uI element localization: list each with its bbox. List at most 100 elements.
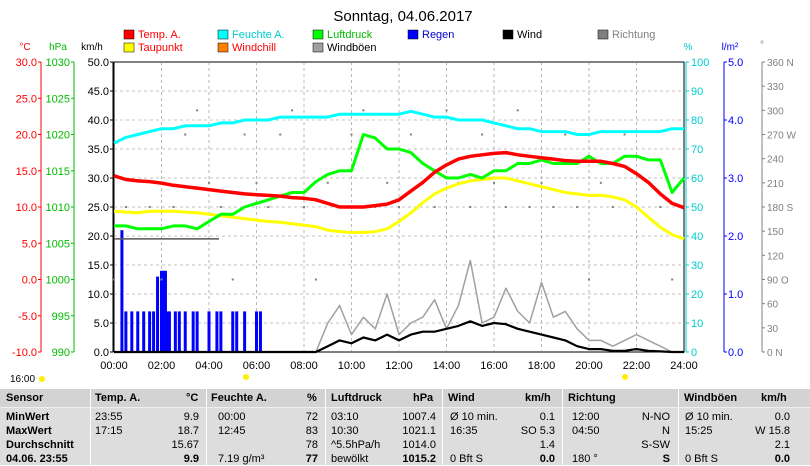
humidity-line xyxy=(113,109,684,145)
table-cell-dir-val: S-SW xyxy=(641,439,670,451)
table-cell-wind-time: 0 Bft S xyxy=(450,453,484,465)
x-tick-label: 00:00 xyxy=(100,360,128,372)
wind-axis-label: km/h xyxy=(81,42,103,53)
legend-label: Taupunkt xyxy=(138,42,183,54)
direction-axis-tick-label: 300 xyxy=(767,106,784,117)
rain-bar xyxy=(207,311,211,352)
direction-point xyxy=(540,181,543,184)
x-tick-label: 10:00 xyxy=(338,360,366,372)
table-cell-label: Durchschnitt xyxy=(6,439,74,451)
temp-axis-tick-label: -10.0 xyxy=(12,347,37,359)
x-tick-label: 12:00 xyxy=(385,360,413,372)
direction-axis-tick-label: 240 xyxy=(767,155,784,166)
header-wind-unit: km/h xyxy=(525,392,551,404)
direction-point xyxy=(588,278,590,281)
rain-bar xyxy=(215,311,219,352)
rain-bar xyxy=(258,311,262,352)
table-cell-dir-val: N xyxy=(662,425,670,437)
table-cell-dir-time: 04:50 xyxy=(572,425,600,437)
direction-point xyxy=(469,206,472,208)
header-press: Luftdruck xyxy=(331,392,382,404)
table-cell-wind-time: 16:35 xyxy=(450,425,478,437)
dewpoint-line xyxy=(113,176,685,241)
table-cell-hum-val: 78 xyxy=(305,439,318,451)
table-cell-gust-val: 0.0 xyxy=(774,411,790,423)
temp-axis-tick-label: 5.0 xyxy=(22,238,37,250)
direction-point xyxy=(326,181,329,184)
direction-point xyxy=(231,278,234,281)
wind-axis-tick-label: 30.0 xyxy=(88,173,109,185)
header-temp: Temp. A. xyxy=(95,392,141,404)
legend-label: Temp. A. xyxy=(138,29,181,41)
rain-bar xyxy=(243,311,247,352)
direction-point xyxy=(516,109,519,112)
weather-chart: Sonntag, 04.06.2017 Temp. A. Feuchte A. Lu… xyxy=(10,8,797,385)
table-cell-wind-val: SO 5.3 xyxy=(520,425,555,437)
legend-label: Feuchte A. xyxy=(232,29,285,41)
table-cell-temp-val: 9.9 xyxy=(183,411,199,423)
sunset-marker-icon xyxy=(622,374,628,380)
table-cell-hum-val: 77 xyxy=(305,453,318,465)
direction-axis-tick-label: 180 S xyxy=(767,203,793,214)
rain-bar xyxy=(235,311,239,352)
direction-axis-tick-label: 330 xyxy=(767,82,784,93)
table-cell-hum-val: 83 xyxy=(305,425,318,437)
temp-axis-tick-label: 20.0 xyxy=(16,130,37,142)
direction-point xyxy=(160,278,163,281)
rain-bar xyxy=(255,311,258,352)
legend-swatch xyxy=(217,42,229,53)
header-gust-unit: km/h xyxy=(761,392,787,404)
header-hum-unit: % xyxy=(307,392,317,404)
direction-point xyxy=(528,206,531,208)
x-tick-label: 08:00 xyxy=(290,360,318,372)
wind-axis-tick-label: 20.0 xyxy=(88,231,109,243)
direction-point xyxy=(599,181,602,184)
header-press-unit: hPa xyxy=(413,392,434,404)
direction-point xyxy=(148,206,151,208)
x-tick-label: 02:00 xyxy=(148,360,176,372)
table-cell-hum-val: 72 xyxy=(305,411,318,423)
header-wind: Wind xyxy=(448,392,475,404)
direction-point xyxy=(445,109,448,112)
humidity-axis-tick-label: 30 xyxy=(691,260,703,272)
table-cell-hum-time: 00:00 xyxy=(218,411,246,423)
humidity-axis-tick-label: 10 xyxy=(691,318,703,330)
direction-point xyxy=(552,206,555,208)
table-cell-gust-time: 15:25 xyxy=(685,425,713,437)
direction-point xyxy=(433,206,436,208)
direction-axis-tick-label: 120 xyxy=(767,251,784,262)
wind-axis-tick-label: 40.0 xyxy=(88,115,109,127)
rain-bar xyxy=(124,311,128,352)
x-tick-label: 22:00 xyxy=(623,360,651,372)
rain-axis-tick-label: 2.0 xyxy=(728,231,743,243)
direction-point xyxy=(481,133,484,136)
table-cell-press-val: 1007.4 xyxy=(402,411,436,423)
axes: 30.025.020.015.010.05.00.0-5.0-10.010301… xyxy=(12,57,797,372)
rain-axis-tick-label: 5.0 xyxy=(728,57,743,69)
humidity-axis-tick-label: 90 xyxy=(691,86,703,98)
table-cell-label: MinWert xyxy=(6,411,50,423)
table-cell-dir-val: S xyxy=(662,453,670,465)
legend-label: Windböen xyxy=(327,42,377,54)
table-cell-press-time: 03:10 xyxy=(331,411,359,423)
table-cell-gust-time: Ø 10 min. xyxy=(685,411,733,423)
direction-point xyxy=(611,206,614,208)
pressure-axis-tick-label: 1015 xyxy=(46,166,70,178)
direction-point xyxy=(576,206,579,208)
direction-point xyxy=(267,206,270,208)
direction-point xyxy=(504,206,507,208)
pressure-axis-tick-label: 995 xyxy=(52,311,70,323)
direction-point xyxy=(208,181,210,184)
humidity-axis-tick-label: 60 xyxy=(691,173,703,185)
rain-bar xyxy=(161,270,165,352)
humidity-axis-tick-label: 50 xyxy=(691,202,703,214)
legend-label: Luftdruck xyxy=(327,29,373,41)
wind-axis-tick-label: 35.0 xyxy=(88,144,109,156)
wind-axis-tick-label: 15.0 xyxy=(88,260,109,272)
pressure-axis-tick-label: 1010 xyxy=(46,202,70,214)
table-cell-temp-val: 15.67 xyxy=(171,439,199,451)
pressure-axis-tick-label: 1005 xyxy=(46,238,70,250)
rain-axis-label: l/m² xyxy=(722,42,739,53)
pressure-axis-tick-label: 1030 xyxy=(46,57,70,69)
header-hum: Feuchte A. xyxy=(211,392,267,404)
